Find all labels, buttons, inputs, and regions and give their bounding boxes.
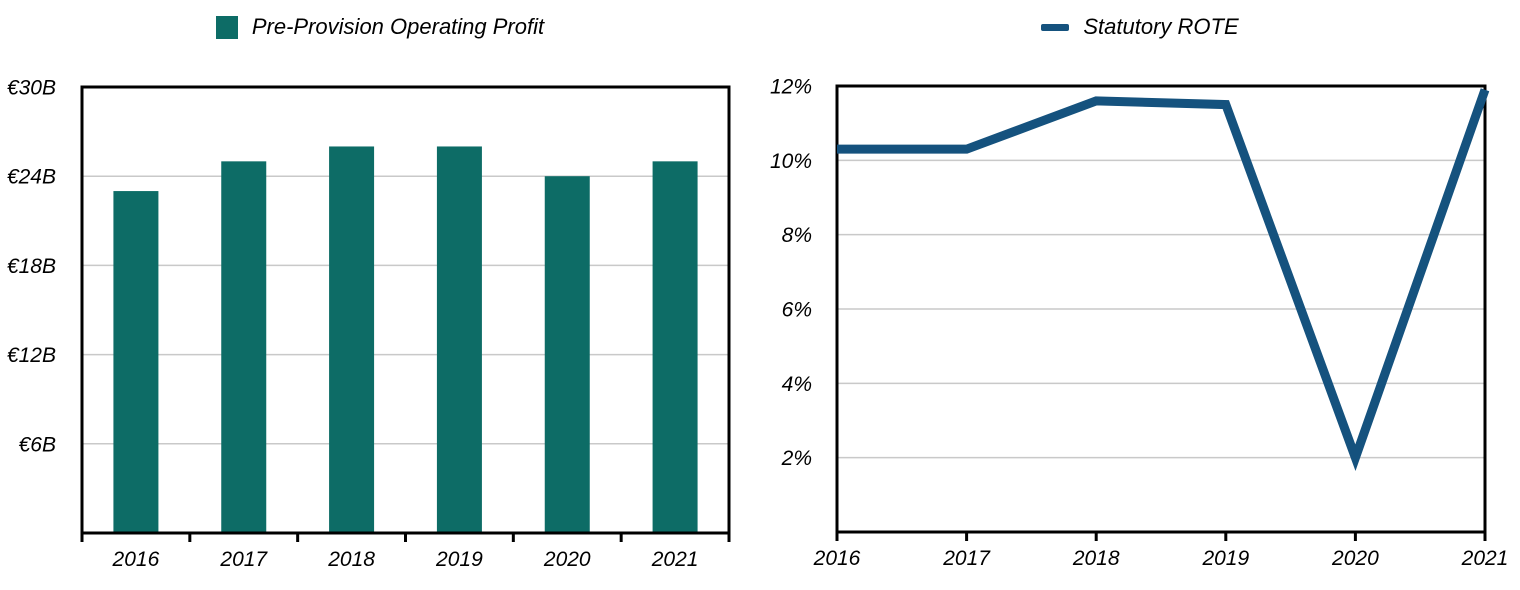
line-legend-dash-icon [1041, 23, 1070, 31]
axis-frame [80, 85, 731, 535]
x-tick-label: 2016 [112, 548, 160, 571]
bar-chart: €30B €24B €18B €12B €6B 2016 2017 2018 2019 2020 2… [7, 77, 731, 571]
y-tick-label: 12% [770, 76, 812, 99]
y-tick-label: €30B [7, 77, 56, 100]
bar [436, 146, 482, 533]
x-tick-label: 2020 [543, 548, 591, 571]
y-tick-label: €6B [19, 433, 56, 456]
y-tick-label: €12B [7, 344, 56, 367]
bar-legend-swatch-icon [215, 15, 238, 39]
x-tick-label: 2019 [435, 548, 483, 571]
bar-legend-label: Pre-Provision Operating Profit [251, 14, 545, 39]
line-chart: 12% 10% 8% 6% 4% 2% 2016 2017 2018 2019 2020 2021 [770, 76, 1509, 571]
bar-chart-legend: Pre-Provision Operating Profit [0, 12, 760, 42]
x-tick-label: 2017 [219, 548, 268, 571]
y-tick-label: €18B [7, 255, 56, 278]
line-legend-label: Statutory ROTE [1083, 14, 1239, 39]
bar [652, 161, 698, 534]
y-tick-label: 10% [770, 150, 812, 173]
y-tick-label: €24B [7, 166, 56, 189]
x-tick-label: 2021 [1461, 547, 1509, 570]
bar [544, 176, 590, 533]
x-tick-label: 2019 [1201, 547, 1249, 570]
y-tick-label: 6% [782, 299, 812, 322]
y-tick-label: 2% [781, 447, 812, 470]
x-tick-label: 2017 [942, 547, 991, 570]
y-tick-label: 8% [782, 224, 812, 247]
axis-frame [835, 84, 1487, 534]
x-tick-label: 2018 [327, 548, 375, 571]
x-tick-label: 2020 [1331, 547, 1379, 570]
line-chart-legend: Statutory ROTE [760, 12, 1520, 42]
x-tick-label: 2021 [651, 548, 699, 571]
bar [113, 191, 159, 534]
data-line [837, 88, 1490, 471]
statutory-rote-chart-panel: Statutory ROTE 12% 10% 8% 6% 4% 2% 2016 2017 201… [760, 0, 1520, 590]
pre-provision-profit-chart-panel: Pre-Provision Operating Profit €30B €24B €… [0, 12, 760, 571]
x-tick-label: 2016 [813, 547, 861, 570]
bar [221, 161, 267, 534]
bar [329, 146, 375, 533]
x-tick-label: 2018 [1072, 547, 1120, 570]
y-tick-label: 4% [782, 373, 812, 396]
